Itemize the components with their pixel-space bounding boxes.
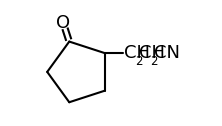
Text: 2: 2	[135, 55, 143, 68]
Text: CH: CH	[124, 44, 150, 62]
Text: CN: CN	[155, 44, 180, 62]
Text: 2: 2	[150, 55, 158, 68]
Text: CH: CH	[139, 44, 165, 62]
Text: O: O	[56, 14, 70, 32]
